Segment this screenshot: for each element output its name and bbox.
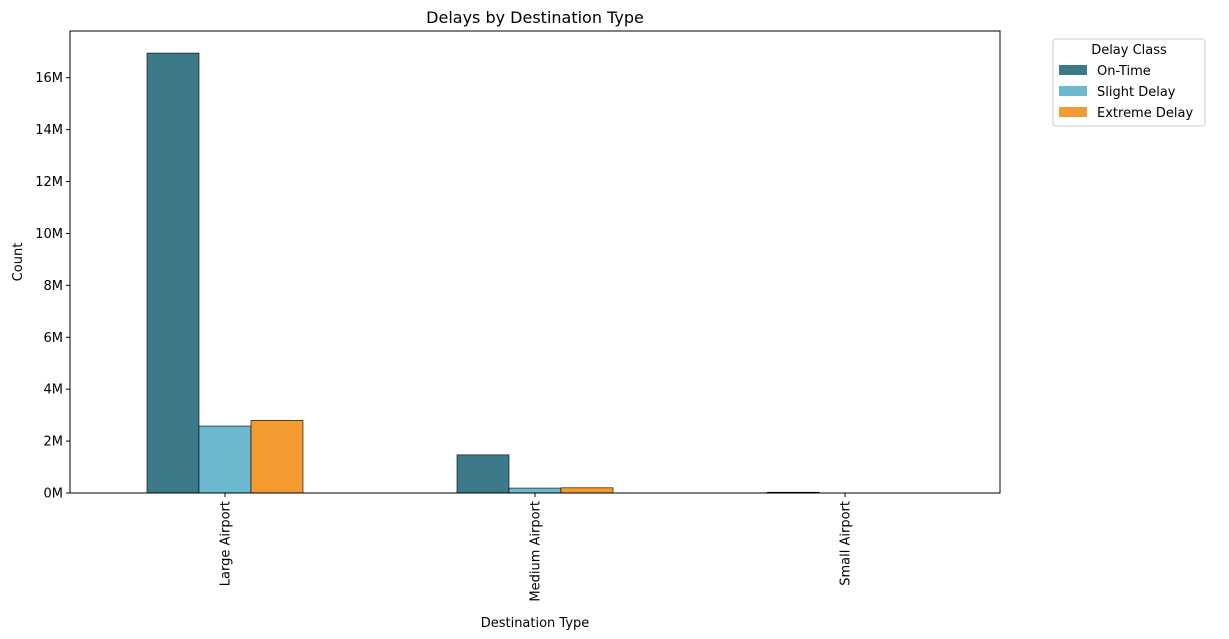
bar-extreme-delay-large-airport — [250, 420, 304, 494]
bar-slight-delay-large-airport — [198, 425, 252, 494]
y-tick-label: 8M — [44, 279, 64, 294]
y-tick-label: 12M — [35, 175, 63, 190]
y-axis-title: Count — [11, 243, 26, 282]
legend-swatch — [1059, 107, 1087, 117]
bar-on-time-medium-airport — [456, 454, 510, 494]
y-tick-label: 16M — [35, 71, 63, 86]
legend-box — [1052, 38, 1206, 127]
x-tick-label: Medium Airport — [529, 501, 544, 602]
y-tick-label: 2M — [44, 435, 64, 450]
bar-slight-delay-medium-airport — [508, 487, 562, 494]
bars-group — [146, 52, 924, 494]
x-axis: Large Airport Medium Airport Small Airport — [219, 493, 854, 602]
legend-title: Delay Class — [1091, 43, 1167, 58]
y-tick-label: 14M — [35, 123, 63, 138]
legend-swatch — [1059, 86, 1087, 96]
legend: Delay Class On-Time Slight Delay Extreme D… — [1052, 38, 1206, 127]
legend-swatch — [1059, 65, 1087, 75]
bar-on-time-large-airport — [146, 52, 200, 494]
y-tick-label: 10M — [35, 227, 63, 242]
y-tick-label: 6M — [44, 331, 64, 346]
chart-title: Delays by Destination Type — [426, 8, 644, 27]
y-tick-label: 4M — [44, 383, 64, 398]
x-tick-label: Large Airport — [219, 501, 234, 586]
x-axis-title: Destination Type — [481, 616, 590, 631]
plot-frame — [69, 30, 1001, 494]
x-tick-label: Small Airport — [839, 501, 854, 586]
legend-label: On-Time — [1097, 64, 1151, 79]
y-tick-label: 0M — [44, 487, 64, 502]
bar-extreme-delay-medium-airport — [560, 487, 614, 494]
legend-items: On-Time Slight Delay Extreme Delay — [1059, 64, 1193, 121]
y-axis: 0M 2M 4M 6M 8M 10M 12M 14M 16M — [35, 71, 70, 502]
legend-label: Slight Delay — [1097, 85, 1176, 100]
legend-label: Extreme Delay — [1097, 106, 1193, 121]
